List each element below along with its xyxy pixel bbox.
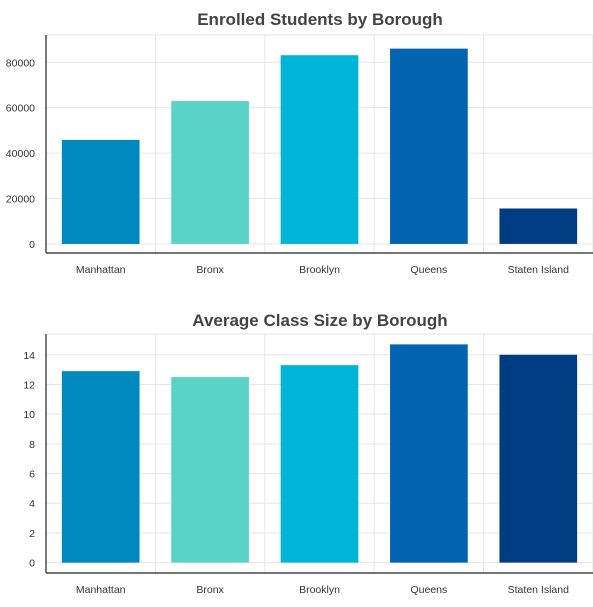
- bar-manhattan: [61, 371, 140, 563]
- x-tick-labels: Manhattan Bronx Brooklyn Queens Staten Islan…: [76, 584, 569, 596]
- y-tick-label: 0: [29, 239, 35, 251]
- x-tick-label: Brooklyn: [299, 264, 340, 276]
- chart-title: Average Class Size by Borough: [192, 311, 447, 330]
- x-tick-label: Manhattan: [76, 264, 126, 276]
- enrolled-students-chart-svg: 0 20000 40000 60000 80000 Manhattan Bronx Brook…: [6, 10, 593, 276]
- bars: [61, 344, 578, 563]
- average-class-size-chart-svg: 0 2 4 6 8 10 12 14 Manhattan Bronx Brooklyn Queens S…: [23, 311, 593, 596]
- bar-staten-island: [499, 354, 578, 563]
- bar-queens: [390, 48, 468, 244]
- bar-brooklyn: [280, 55, 359, 244]
- y-tick-label: 14: [23, 350, 35, 362]
- average-class-size-chart: 0 2 4 6 8 10 12 14 Manhattan Bronx Brooklyn Queens S…: [0, 303, 593, 603]
- x-tick-label: Staten Island: [508, 264, 569, 276]
- y-tick-label: 6: [29, 469, 35, 481]
- enrolled-students-chart: 0 20000 40000 60000 80000 Manhattan Bronx Brook…: [0, 0, 593, 300]
- x-tick-label: Bronx: [196, 264, 224, 276]
- x-tick-label: Manhattan: [76, 584, 126, 596]
- bar-bronx: [171, 101, 249, 244]
- bar-queens: [390, 344, 468, 563]
- y-tick-label: 12: [23, 379, 35, 391]
- y-tick-label: 0: [29, 558, 35, 570]
- y-tick-label: 80000: [6, 57, 35, 69]
- y-tick-label: 8: [29, 439, 35, 451]
- y-tick-label: 10: [23, 409, 35, 421]
- y-tick-label: 2: [29, 528, 35, 540]
- x-tick-label: Brooklyn: [299, 584, 340, 596]
- x-tick-label: Queens: [411, 264, 448, 276]
- x-tick-label: Queens: [411, 584, 448, 596]
- bar-bronx: [171, 377, 249, 563]
- y-tick-label: 40000: [6, 148, 35, 160]
- bar-manhattan: [61, 139, 140, 244]
- x-tick-labels: Manhattan Bronx Brooklyn Queens Staten Islan…: [76, 264, 569, 276]
- bars: [61, 48, 578, 244]
- y-tick-label: 20000: [6, 194, 35, 206]
- y-tick-labels: 0 2 4 6 8 10 12 14: [23, 350, 35, 570]
- x-tick-label: Bronx: [196, 584, 224, 596]
- x-tick-label: Staten Island: [508, 584, 569, 596]
- y-tick-labels: 0 20000 40000 60000 80000: [6, 57, 35, 251]
- y-tick-label: 4: [29, 498, 35, 510]
- bar-staten-island: [499, 208, 578, 244]
- chart-title: Enrolled Students by Borough: [197, 10, 443, 29]
- bar-brooklyn: [280, 365, 359, 563]
- y-tick-label: 60000: [6, 103, 35, 115]
